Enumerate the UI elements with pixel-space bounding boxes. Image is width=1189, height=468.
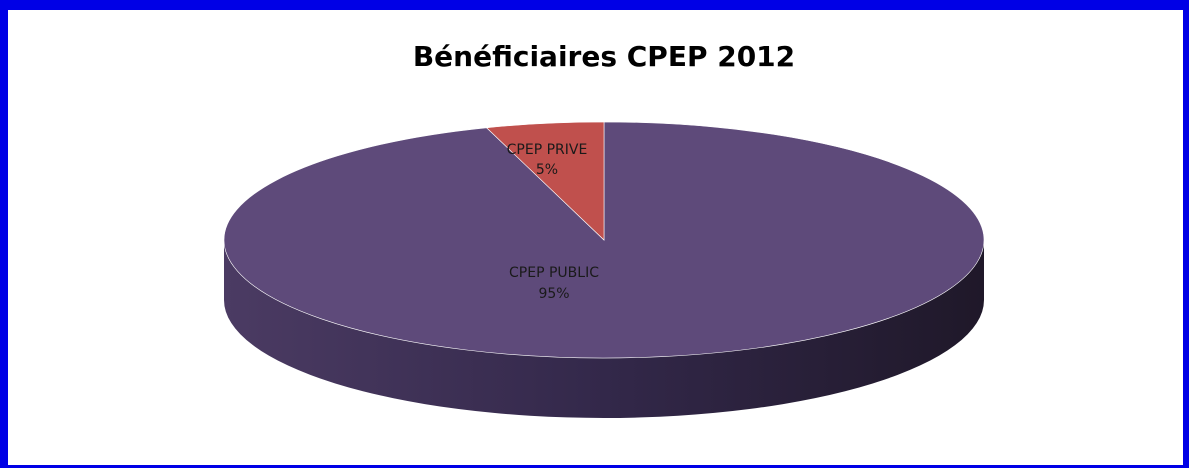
slice-value-label: 5% <box>536 162 558 178</box>
slice-label: CPEP PRIVE <box>507 142 588 158</box>
pie-slice <box>485 121 605 241</box>
slice-value-label: 95% <box>538 286 569 302</box>
slice-label: CPEP PUBLIC <box>509 265 599 281</box>
pie-side <box>224 240 984 418</box>
chart-title: Bénéficiaires CPEP 2012 <box>413 40 795 73</box>
